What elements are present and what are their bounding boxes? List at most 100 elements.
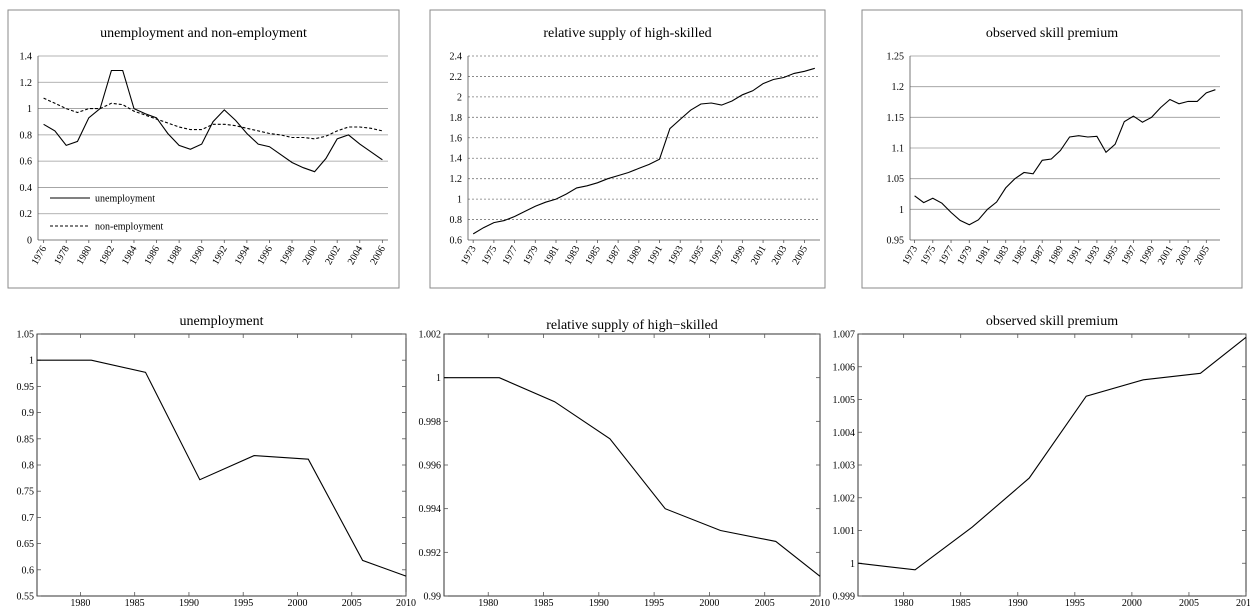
x-tick-label: 1990 xyxy=(188,244,208,267)
x-tick-label: 1997 xyxy=(708,244,728,267)
x-tick-label: 2010 xyxy=(810,598,830,606)
y-tick-label: 1 xyxy=(436,373,441,384)
x-tick-label: 2003 xyxy=(770,244,790,267)
x-tick-label: 1999 xyxy=(728,244,748,267)
chart-1: unemployment and non-employment 0 0.2 0.4 0.… xyxy=(7,9,400,289)
y-tick-label: 1.05 xyxy=(17,330,35,341)
x-tick-label: 1980 xyxy=(75,244,95,267)
x-tick-label: 1995 xyxy=(644,598,664,606)
series-line xyxy=(857,336,1247,571)
x-tick-label: 1979 xyxy=(955,244,975,267)
x-tick-label: 1995 xyxy=(1101,244,1121,267)
x-tick-label: 2005 xyxy=(1192,244,1212,267)
y-tick-label: 1.001 xyxy=(833,526,856,537)
y-tick-label: 1.6 xyxy=(450,133,463,144)
chart-6: observed skill premium 0.999 1 1.001 1.002 1.… xyxy=(833,314,1250,606)
y-tick-label: 0.95 xyxy=(17,382,35,393)
y-tick-label: 0.8 xyxy=(20,130,33,141)
plot-box xyxy=(36,333,407,597)
chart-5: relative supply of high−skilled 0.99 0.992… xyxy=(419,318,831,606)
x-tick-label: 1982 xyxy=(97,244,117,267)
x-tick-label: 1984 xyxy=(120,244,140,267)
x-tick-label: 1986 xyxy=(143,244,163,267)
x-tick-label: 2005 xyxy=(755,598,775,606)
x-tick-label: 1994 xyxy=(233,244,253,267)
y-tick-label: 0.85 xyxy=(17,434,35,445)
x-tick-label: 1981 xyxy=(974,244,994,267)
plot-box xyxy=(857,333,1247,597)
chart-title: observed skill premium xyxy=(986,26,1118,41)
x-tick-label: 1989 xyxy=(625,244,645,267)
x-tick-label: 1975 xyxy=(919,244,939,267)
x-tick-label: 1990 xyxy=(1008,598,1028,606)
x-tick-label: 2010 xyxy=(396,598,416,606)
y-tick-label: 1.006 xyxy=(833,362,856,373)
chart-title: relative supply of high−skilled xyxy=(546,318,718,333)
y-tick-label: 1.003 xyxy=(833,461,856,472)
series-line-unemployment xyxy=(43,69,383,173)
x-tick-label: 2000 xyxy=(287,598,307,606)
y-tick-label: 1.4 xyxy=(20,52,33,63)
chart-frame xyxy=(7,9,400,289)
x-tick-label: 1993 xyxy=(666,244,686,267)
plot-box xyxy=(443,333,821,597)
x-tick-label: 1996 xyxy=(256,244,276,267)
x-tick-label: 1985 xyxy=(1010,244,1030,267)
x-tick-label: 1980 xyxy=(70,598,90,606)
series-line xyxy=(914,89,1216,226)
legend-entry: unemployment xyxy=(95,194,155,205)
chart-title: unemployment xyxy=(180,314,264,329)
x-tick-label: 1980 xyxy=(478,598,498,606)
x-tick-label: 1995 xyxy=(687,244,707,267)
x-tick-label: 1983 xyxy=(992,244,1012,267)
x-tick-label: 1999 xyxy=(1138,244,1158,267)
y-tick-label: 0.4 xyxy=(20,183,33,194)
x-tick-label: 1977 xyxy=(937,244,957,267)
x-tick-label: 2000 xyxy=(301,244,321,267)
x-tick-label: 1992 xyxy=(210,244,230,267)
x-tick-label: 1995 xyxy=(1065,598,1085,606)
chart-title: relative supply of high-skilled xyxy=(543,26,711,41)
x-tick-label: 1989 xyxy=(1047,244,1067,267)
x-tick-label: 1976 xyxy=(30,244,50,267)
x-tick-label: 1979 xyxy=(521,244,541,267)
x-tick-label: 1985 xyxy=(534,598,554,606)
y-tick-label: 2 xyxy=(457,92,462,103)
x-tick-label: 1980 xyxy=(894,598,914,606)
y-tick-label: 1 xyxy=(899,205,904,216)
legend-entry: non-employment xyxy=(95,222,164,233)
x-tick-label: 1973 xyxy=(901,244,921,267)
y-tick-label: 0.95 xyxy=(887,236,905,247)
y-tick-label: 1.004 xyxy=(833,428,856,439)
x-tick-label: 2005 xyxy=(791,244,811,267)
y-tick-label: 0.998 xyxy=(419,417,442,428)
x-tick-label: 1990 xyxy=(179,598,199,606)
y-tick-label: 1 xyxy=(457,195,462,206)
y-tick-label: 1.4 xyxy=(450,154,463,165)
x-tick-label: 1995 xyxy=(233,598,253,606)
y-tick-label: 0.9 xyxy=(22,408,35,419)
x-tick-label: 2005 xyxy=(1179,598,1199,606)
x-tick-label: 2001 xyxy=(1156,244,1176,267)
x-tick-label: 1997 xyxy=(1119,244,1139,267)
y-tick-label: 1.25 xyxy=(887,52,905,63)
series-line-non-employment xyxy=(43,97,383,140)
chart-4: unemployment 0.55 0.6 0.65 0.7 0.75 0.8 0.85 0.9… xyxy=(17,314,417,606)
y-tick-label: 0.8 xyxy=(450,215,463,226)
x-tick-label: 1978 xyxy=(52,244,72,267)
x-tick-label: 2005 xyxy=(342,598,362,606)
y-tick-label: 0.65 xyxy=(17,539,35,550)
y-tick-label: 0.996 xyxy=(419,461,442,472)
y-tick-label: 0.99 xyxy=(424,592,442,603)
x-tick-label: 1977 xyxy=(501,244,521,267)
x-tick-label: 1987 xyxy=(604,244,624,267)
y-tick-label: 0.6 xyxy=(20,157,33,168)
x-tick-label: 2006 xyxy=(368,244,388,267)
y-tick-label: 0.7 xyxy=(22,513,35,524)
x-tick-label: 1985 xyxy=(583,244,603,267)
chart-frame xyxy=(861,9,1243,289)
y-tick-label: 0.992 xyxy=(419,548,442,559)
y-tick-label: 1.005 xyxy=(833,395,856,406)
